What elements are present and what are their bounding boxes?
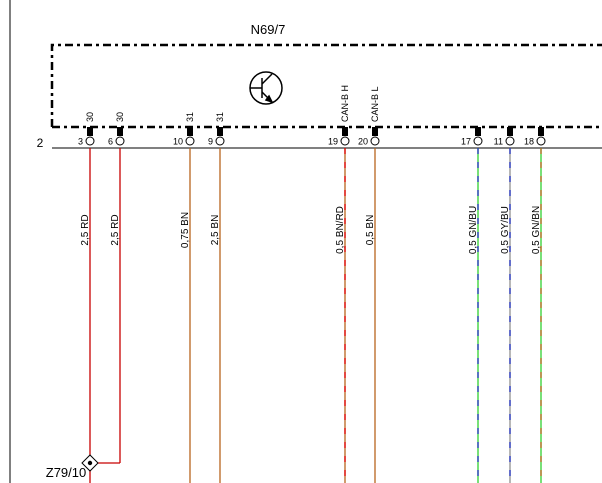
pin-contact <box>342 127 348 136</box>
pin-contact <box>538 127 544 136</box>
pin-number: 11 <box>494 136 503 146</box>
wire-label: 2,5 RD <box>80 214 91 245</box>
transistor-symbol <box>249 71 283 105</box>
pin-number: 19 <box>328 136 338 146</box>
pin-socket <box>85 136 95 146</box>
pin-contact <box>475 127 481 136</box>
terminal-label: 30 <box>85 112 95 122</box>
pin-socket <box>505 136 515 146</box>
wire-label: 0,75 BN <box>180 212 191 248</box>
pin-number: 6 <box>108 136 113 146</box>
pin-contact <box>217 127 223 136</box>
pin-number: 10 <box>173 136 183 146</box>
terminal-label: CAN-B L <box>370 86 380 122</box>
pin-number: 17 <box>461 136 471 146</box>
pin-contact <box>372 127 378 136</box>
pin-socket <box>115 136 125 146</box>
wire-label: 2,5 RD <box>110 214 121 245</box>
pin-socket <box>340 136 350 146</box>
pin-socket <box>185 136 195 146</box>
terminal-label: 30 <box>115 112 125 122</box>
wire-label: 2,5 BN <box>210 215 221 246</box>
pin-socket <box>473 136 483 146</box>
row-label: 2 <box>37 136 44 150</box>
wire-label: 0,5 GY/BU <box>500 206 511 254</box>
wire-label: 0,5 BN <box>365 215 376 246</box>
wire-label: 0,5 BN/RD <box>335 206 346 254</box>
pin-socket <box>370 136 380 146</box>
pin-contact <box>117 127 123 136</box>
terminal-label: 31 <box>215 112 225 122</box>
pin-contact <box>87 127 93 136</box>
pin-number: 20 <box>358 136 368 146</box>
wire-label: 0,5 GN/BN <box>531 206 542 254</box>
pin-socket <box>536 136 546 146</box>
ground-label: Z79/10 <box>46 465 86 480</box>
terminal-label: 31 <box>185 112 195 122</box>
wire-label: 0,5 GN/BU <box>468 206 479 254</box>
pin-number: 9 <box>208 136 213 146</box>
splice-dot <box>87 460 93 466</box>
pin-contact <box>187 127 193 136</box>
pin-number: 3 <box>78 136 83 146</box>
pin-contact <box>507 127 513 136</box>
terminal-label: CAN-B H <box>340 85 350 122</box>
pin-socket <box>215 136 225 146</box>
component-box <box>50 43 602 127</box>
pin-number: 18 <box>524 136 534 146</box>
component-label: N69/7 <box>251 22 286 37</box>
